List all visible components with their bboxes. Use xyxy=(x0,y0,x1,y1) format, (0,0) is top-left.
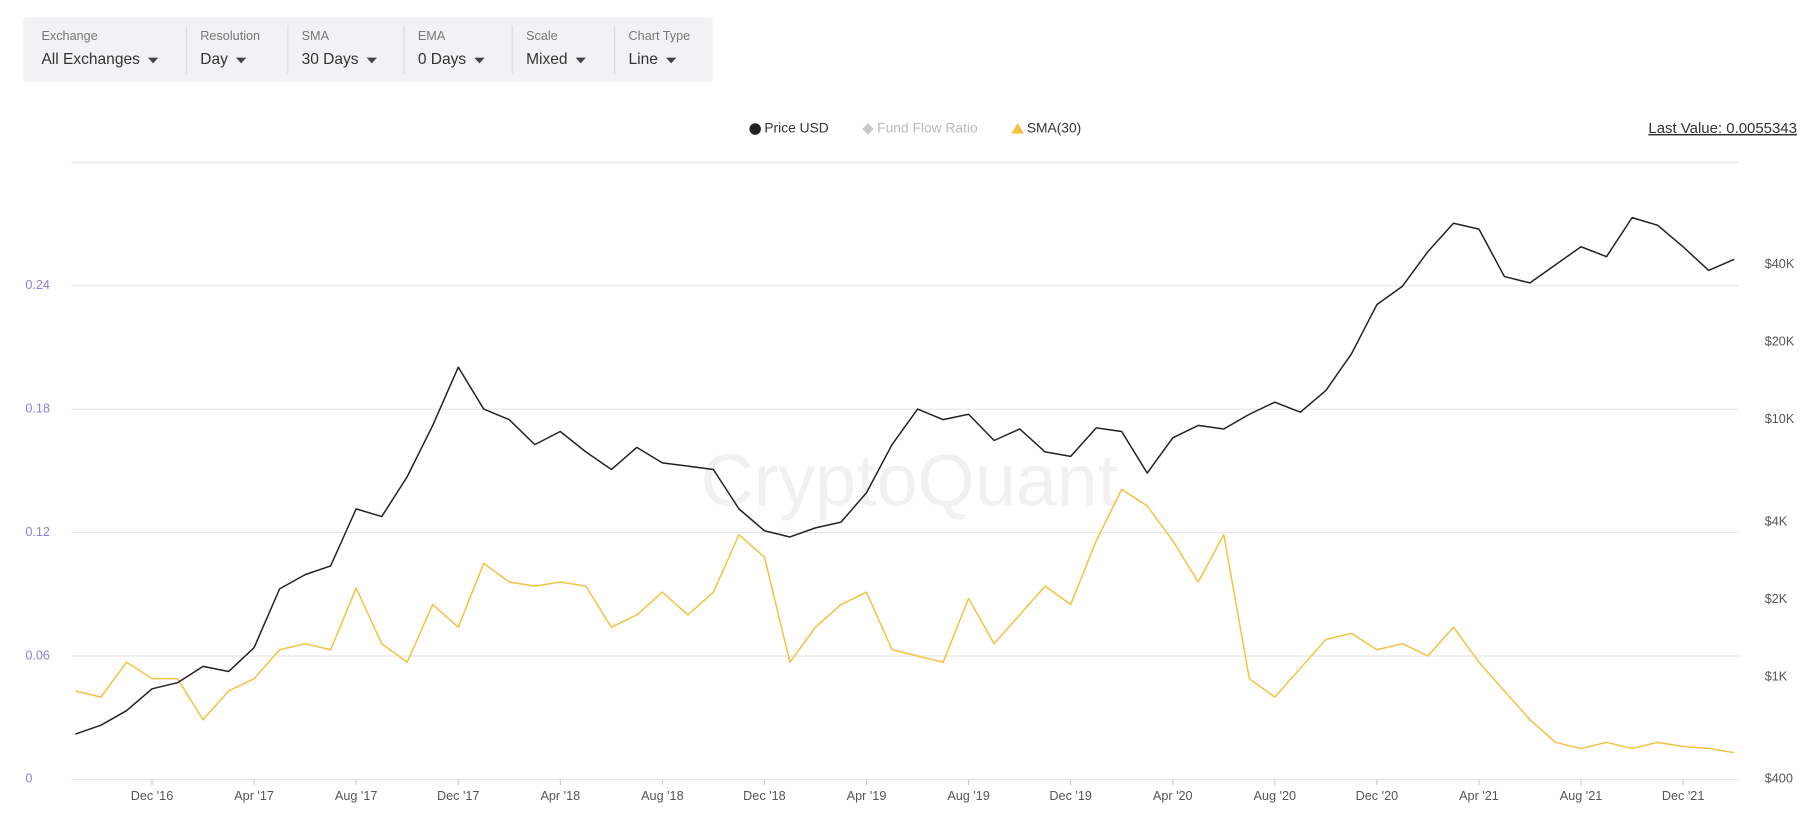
controls: Exchange All Exchanges Resolution Day SMA 30 … xyxy=(41,25,691,74)
dropdown-label: Resolution xyxy=(200,29,260,43)
dropdown-arrow xyxy=(575,57,586,64)
watermark: CryptoQuant xyxy=(701,438,1119,521)
x-tick-label: Dec '16 xyxy=(131,789,174,803)
dropdown[interactable]: Scale Mixed xyxy=(526,29,586,68)
dropdown-arrow xyxy=(366,57,378,64)
dropdown-arrow xyxy=(665,57,677,64)
dropdown-value: 30 Days xyxy=(302,51,359,68)
x-tick-label: Dec '20 xyxy=(1356,789,1399,803)
dropdown[interactable]: SMA 30 Days xyxy=(302,29,378,68)
dropdown[interactable]: Chart Type Line xyxy=(629,29,691,68)
y2-tick-label: $10K xyxy=(1765,412,1795,426)
y2-tick-label: $20K xyxy=(1765,335,1795,349)
y2-tick-label: $1K xyxy=(1765,669,1788,683)
dropdown[interactable]: EMA 0 Days xyxy=(418,29,485,68)
dropdown-label: Scale xyxy=(526,29,558,43)
dropdown-label: Chart Type xyxy=(629,29,691,43)
x-tick-label: Dec '21 xyxy=(1662,789,1705,803)
x-tick-label: Dec '17 xyxy=(437,789,480,803)
y2-tick-label: $4K xyxy=(1765,514,1788,528)
legend-marker xyxy=(1011,123,1024,134)
x-tick-label: Apr '17 xyxy=(234,789,274,803)
series-line xyxy=(75,216,1735,735)
y-tick-label: 0 xyxy=(25,772,32,786)
legend-label[interactable]: SMA(30) xyxy=(1027,120,1081,136)
dropdown[interactable]: Resolution Day xyxy=(200,29,260,68)
x-tick-label: Aug '20 xyxy=(1254,789,1297,803)
x-tick-label: Apr '18 xyxy=(540,789,580,803)
dropdown-value: 0 Days xyxy=(418,51,467,68)
dropdown-arrow xyxy=(474,57,485,64)
legend-marker xyxy=(749,123,761,135)
y2-tick-label: $400 xyxy=(1765,772,1793,786)
legend-marker xyxy=(862,123,874,135)
y2-tick-label: $2K xyxy=(1765,592,1788,606)
x-tick-label: Aug '19 xyxy=(947,789,990,803)
dropdown-arrow xyxy=(147,57,159,64)
dropdown-label: Exchange xyxy=(41,29,97,43)
y-tick-label: 0.06 xyxy=(25,648,50,662)
x-tick-label: Apr '20 xyxy=(1153,789,1193,803)
dropdown-label: SMA xyxy=(302,29,330,43)
y-tick-label: 0.12 xyxy=(25,525,50,539)
legend-label[interactable]: Fund Flow Ratio xyxy=(877,120,978,136)
x-tick-label: Aug '18 xyxy=(641,789,684,803)
legend-label[interactable]: Price USD xyxy=(764,120,828,136)
x-tick-label: Apr '21 xyxy=(1459,789,1499,803)
dropdown-arrow xyxy=(235,57,247,64)
dropdown[interactable]: Exchange All Exchanges xyxy=(41,29,159,68)
y-tick-label: 0.24 xyxy=(25,278,50,292)
dropdown-value: Day xyxy=(200,51,228,68)
control-bar xyxy=(23,17,713,82)
x-tick-label: Dec '18 xyxy=(743,789,786,803)
x-tick-label: Dec '19 xyxy=(1049,789,1092,803)
x-tick-label: Apr '19 xyxy=(847,789,887,803)
y2-tick-label: $40K xyxy=(1765,257,1795,271)
dropdown-value: Mixed xyxy=(526,51,567,68)
series-line xyxy=(75,488,1735,754)
dropdown-value: All Exchanges xyxy=(41,51,140,68)
y-tick-label: 0.18 xyxy=(25,402,50,416)
dropdown-value: Line xyxy=(629,51,658,68)
x-tick-label: Aug '17 xyxy=(335,789,378,803)
x-tick-label: Aug '21 xyxy=(1560,789,1603,803)
last-value: Last Value: 0.0055343 xyxy=(1648,120,1797,137)
dropdown-label: EMA xyxy=(418,29,446,43)
